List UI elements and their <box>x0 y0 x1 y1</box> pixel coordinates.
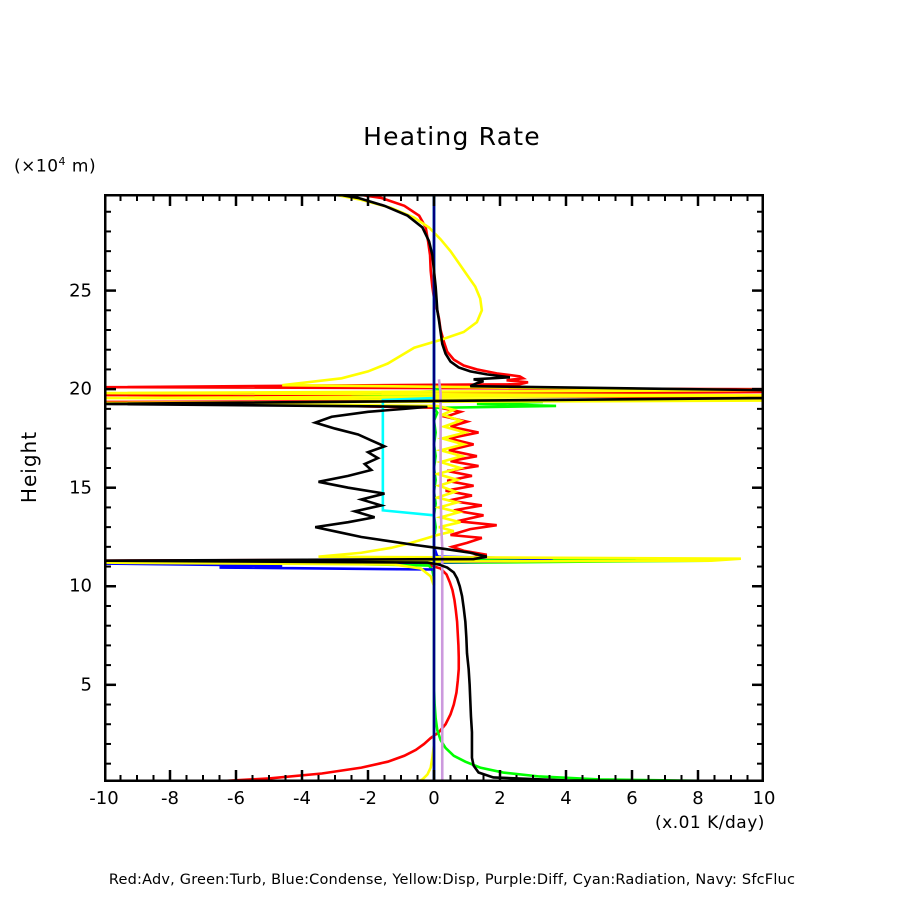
series-total <box>104 194 764 782</box>
y-unit-exponent: 4 <box>58 155 67 168</box>
axis-layer <box>104 194 764 782</box>
legend-caption: Red:Adv, Green:Turb, Blue:Condense, Yell… <box>108 872 796 888</box>
x-axis-unit-label: (x.01 K/day) <box>655 813 765 833</box>
x-tick-label: -8 <box>161 788 179 809</box>
x-tick-label: 2 <box>494 788 506 809</box>
series-turb <box>301 194 764 782</box>
series-adv <box>104 194 764 782</box>
x-tick-label: -6 <box>227 788 245 809</box>
y-unit-suffix: m) <box>66 156 97 177</box>
y-axis-unit-label: (×104 m) <box>14 155 96 177</box>
x-tick-label: 6 <box>626 788 638 809</box>
y-tick-label: 10 <box>69 575 92 597</box>
y-tick-label: 25 <box>69 280 92 302</box>
x-tick-label: -10 <box>89 788 119 809</box>
y-unit-prefix: (×10 <box>14 156 59 177</box>
x-tick-label: 0 <box>428 788 440 809</box>
series-radiation <box>381 194 436 782</box>
x-tick-label: 4 <box>560 788 572 809</box>
y-tick-label: 15 <box>69 477 92 499</box>
x-tick-label: 8 <box>692 788 704 809</box>
y-tick-label: 20 <box>69 378 92 400</box>
series-condense <box>104 194 553 782</box>
y-tick-label: 5 <box>80 674 92 696</box>
plot-area <box>104 194 764 782</box>
y-axis-title: Height <box>17 430 42 504</box>
chart-title: Heating Rate <box>363 122 541 151</box>
series-disp <box>104 194 764 782</box>
profile-plot-svg <box>104 194 764 782</box>
x-tick-label: 10 <box>752 788 776 809</box>
x-tick-label: -4 <box>293 788 311 809</box>
x-tick-label: -2 <box>359 788 377 809</box>
series-layer <box>104 194 764 782</box>
series-diff <box>437 379 444 782</box>
